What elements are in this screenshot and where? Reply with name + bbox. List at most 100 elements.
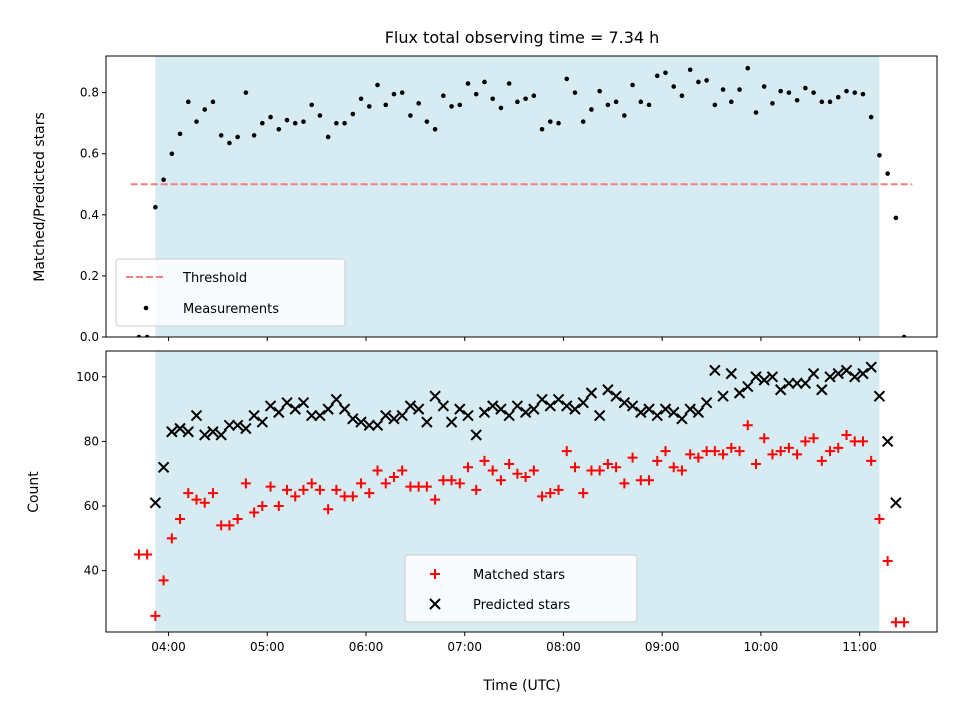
matched-star-point [479, 455, 490, 466]
predicted-star-point [215, 429, 227, 441]
matched-star-point [759, 433, 770, 444]
predicted-star-point [495, 403, 507, 415]
matched-star-point [150, 610, 161, 621]
matched-star-point [553, 484, 564, 495]
measurement-point [696, 79, 701, 85]
matched-star-point [750, 459, 761, 470]
predicted-star-point [536, 393, 548, 406]
predicted-star-point [388, 413, 400, 425]
top-y-axis-label: Matched/Predicted stars [32, 112, 48, 282]
measurement-point [358, 96, 364, 102]
legend-box [404, 554, 638, 623]
measurement-point [770, 101, 775, 106]
matched-star-point [578, 488, 589, 499]
matched-star-point [899, 617, 910, 628]
chart-title: Flux total observing time = 7.34 h [385, 28, 660, 47]
measurement-point [786, 90, 792, 95]
matched-star-point [183, 488, 194, 499]
measurement-point [761, 84, 767, 89]
ratio-panel: Flux total observing time = 7.34 h Match… [32, 28, 938, 344]
measurement-point [441, 93, 446, 99]
top-y-tick-label: 0.4 [80, 208, 99, 222]
measurement-point [547, 119, 553, 124]
x-tick-label: 10:00 [744, 640, 779, 654]
bottom-series-predicted-stars [149, 361, 902, 509]
bottom-y-tick-label: 80 [84, 434, 99, 448]
measurement-point [671, 84, 677, 89]
matched-star-point [372, 465, 383, 476]
measurement-point [827, 99, 833, 105]
predicted-star-point [207, 426, 219, 438]
measurement-point [646, 102, 652, 108]
predicted-star-point [635, 406, 647, 419]
matched-star-point [364, 488, 375, 499]
matched-star-point [430, 494, 441, 505]
predicted-star-point [519, 406, 532, 419]
matched-star-point [158, 575, 169, 586]
measurement-point [432, 127, 438, 132]
predicted-star-point [404, 400, 417, 412]
predicted-star-point [338, 403, 351, 415]
legend-matched-swatch [430, 569, 440, 579]
measurement-point [408, 113, 413, 118]
top-series-measurements [136, 65, 907, 337]
matched-star-point [487, 465, 498, 476]
matched-star-point [652, 455, 663, 466]
matched-star-point [676, 465, 687, 476]
matched-star-point [644, 475, 655, 486]
matched-star-point [808, 433, 819, 444]
legend-threshold-label: Threshold [182, 271, 247, 286]
measurement-point [597, 88, 602, 94]
legend-measurements-swatch [143, 305, 149, 311]
measurement-point [260, 120, 265, 126]
matched-star-point [323, 504, 334, 515]
matched-star-point [561, 446, 572, 457]
measurement-point [136, 334, 142, 337]
measurement-point [572, 90, 578, 95]
legend-predicted-label: Predicted stars [473, 598, 570, 613]
matched-star-point [537, 491, 548, 502]
measurement-point [383, 102, 389, 108]
measurement-point [309, 102, 314, 108]
matched-star-point [833, 442, 844, 453]
predicted-star-point [791, 377, 803, 390]
predicted-star-point [824, 371, 836, 383]
matched-star-point [718, 449, 729, 460]
measurement-point [292, 120, 298, 126]
predicted-star-point [273, 406, 285, 419]
top-y-tick-label: 0.0 [80, 330, 99, 344]
measurement-point [334, 120, 339, 126]
matched-star-point [874, 513, 885, 524]
matched-star-point [142, 549, 153, 560]
predicted-star-point [865, 361, 877, 373]
measurement-point [753, 110, 759, 115]
predicted-star-point [643, 403, 655, 415]
measurement-point [654, 73, 660, 79]
measurement-point [325, 134, 331, 140]
matched-star-point [463, 462, 474, 473]
matched-star-point [882, 555, 893, 566]
top-legend: Threshold Measurements [115, 258, 346, 327]
measurement-point [564, 76, 570, 82]
predicted-star-point [363, 419, 375, 431]
x-tick-label: 06:00 [349, 640, 384, 654]
measurement-point [638, 99, 644, 105]
predicted-star-point [840, 364, 853, 377]
matched-star-point [545, 488, 556, 499]
matched-star-point [306, 478, 317, 489]
predicted-star-point [890, 497, 902, 509]
matched-star-point [660, 446, 671, 457]
top-axes-frame [105, 55, 938, 338]
matched-star-point [282, 484, 293, 495]
measurement-point [712, 102, 718, 108]
predicted-star-point [182, 426, 194, 438]
top-y-tick-label: 0.6 [80, 147, 99, 161]
matched-star-point [232, 513, 243, 524]
predicted-star-point [231, 419, 244, 431]
matched-star-point [207, 488, 218, 499]
matched-star-point [693, 452, 704, 463]
measurement-point [613, 99, 619, 105]
measurement-point [893, 215, 899, 221]
measurement-point [185, 99, 191, 105]
predicted-star-point [659, 403, 672, 415]
